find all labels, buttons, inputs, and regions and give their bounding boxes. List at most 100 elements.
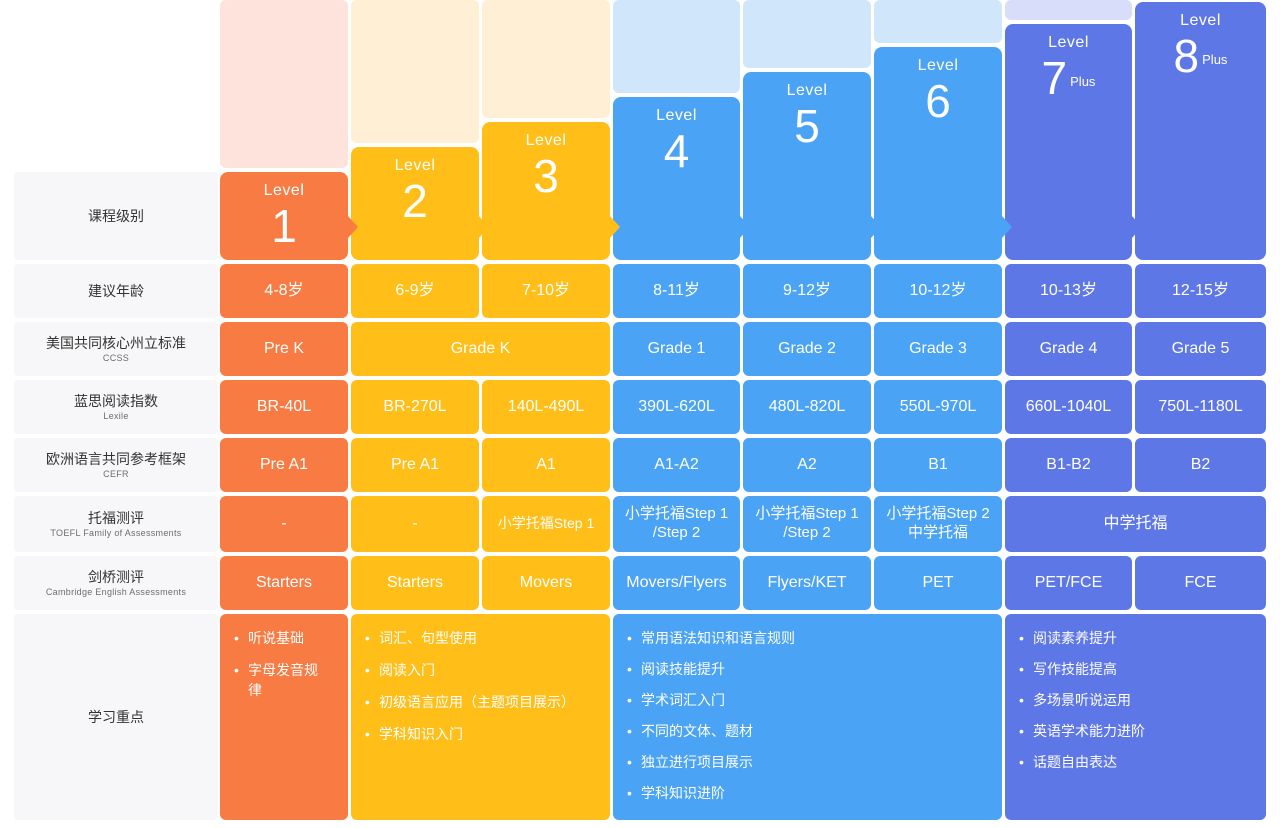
- cefr-cell: B1-B2: [1005, 438, 1132, 492]
- focus-list: 常用语法知识和语言规则 阅读技能提升 学术词汇入门 不同的文体、题材 独立进行项…: [627, 628, 1002, 803]
- level-block-3: Level 3: [482, 122, 610, 260]
- row-label-level-zh: 课程级别: [88, 207, 144, 224]
- focus-panel-blue: 常用语法知识和语言规则 阅读技能提升 学术词汇入门 不同的文体、题材 独立进行项…: [613, 614, 1002, 820]
- cefr-cell: B1: [874, 438, 1002, 492]
- focus-list: 阅读素养提升 写作技能提高 多场景听说运用 英语学术能力进阶 话题自由表达: [1019, 628, 1266, 772]
- toefl-cell-line1: -: [281, 515, 287, 532]
- row-label-cefr: 欧洲语言共同参考框架 CEFR: [14, 438, 218, 492]
- level-arrow-1: [348, 216, 358, 238]
- row-label-cefr-en: CEFR: [103, 469, 129, 480]
- focus-item: 不同的文体、题材: [627, 721, 1002, 741]
- column-tint-7: [1005, 0, 1132, 20]
- cefr-cell: A2: [743, 438, 871, 492]
- toefl-cell-line1: 小学托福Step 1: [755, 505, 859, 523]
- ccss-cell: Grade 4: [1005, 322, 1132, 376]
- ccss-cell: Grade 5: [1135, 322, 1266, 376]
- toefl-cell-line1: 小学托福Step 2: [886, 505, 990, 523]
- cambridge-cell: FCE: [1135, 556, 1266, 610]
- level-block-7: Level 7 Plus: [1005, 24, 1132, 260]
- toefl-cell-line1: 小学托福Step 1: [624, 505, 729, 523]
- level-word: Level: [917, 57, 959, 74]
- ccss-cell: Grade K: [351, 322, 610, 376]
- cefr-cell: Pre A1: [351, 438, 479, 492]
- column-tint-4: [613, 0, 740, 93]
- row-label-cefr-zh: 欧洲语言共同参考框架: [46, 450, 186, 467]
- focus-panel-orange: 听说基础 字母发音规律: [220, 614, 348, 820]
- toefl-cell-line2: /Step 2: [783, 524, 831, 541]
- level-number: 4: [663, 125, 690, 177]
- toefl-cell-line2: /Step 2: [652, 524, 701, 541]
- toefl-cell: -: [351, 496, 479, 552]
- age-cell: 7-10岁: [482, 264, 610, 318]
- level-word: Level: [786, 82, 828, 99]
- column-tint-6: [874, 0, 1002, 43]
- focus-item: 词汇、句型使用: [365, 628, 610, 648]
- level-arrow-6: [1002, 216, 1012, 238]
- toefl-cell-line2: 中学托福: [907, 524, 968, 541]
- lexile-cell: 390L-620L: [613, 380, 740, 434]
- cambridge-cell: PET: [874, 556, 1002, 610]
- column-tint-2: [351, 0, 479, 143]
- level-word: Level: [1048, 34, 1089, 51]
- age-cell: 9-12岁: [743, 264, 871, 318]
- cambridge-cell: Starters: [351, 556, 479, 610]
- level-arrow-5: [871, 216, 881, 238]
- focus-item: 初级语言应用（主题项目展示）: [365, 692, 610, 712]
- focus-item: 独立进行项目展示: [627, 752, 1002, 772]
- ccss-cell: Grade 1: [613, 322, 740, 376]
- level-arrow-2: [479, 216, 489, 238]
- ccss-cell: Pre K: [220, 322, 348, 376]
- age-cell: 10-13岁: [1005, 264, 1132, 318]
- level-block-6: Level 6: [874, 47, 1002, 260]
- level-block-5: Level 5: [743, 72, 871, 260]
- age-cell: 6-9岁: [351, 264, 479, 318]
- focus-item: 听说基础: [234, 628, 348, 648]
- lexile-cell: BR-270L: [351, 380, 479, 434]
- cefr-cell: A1-A2: [613, 438, 740, 492]
- level-number: 5: [794, 100, 820, 152]
- level-number: 1: [271, 200, 297, 252]
- ccss-cell: Grade 2: [743, 322, 871, 376]
- focus-item: 写作技能提高: [1019, 659, 1266, 679]
- toefl-cell: 小学托福Step 2 中学托福: [874, 496, 1002, 552]
- row-label-age: 建议年龄: [14, 264, 218, 318]
- level-plus: Plus: [1070, 73, 1096, 89]
- toefl-cell: 小学托福Step 1 /Step 2: [613, 496, 740, 552]
- row-label-toefl-zh: 托福测评: [88, 509, 144, 526]
- cambridge-cell: Movers: [482, 556, 610, 610]
- focus-list: 词汇、句型使用 阅读入门 初级语言应用（主题项目展示） 学科知识入门: [365, 628, 610, 744]
- level-number-digit: 8: [1173, 30, 1200, 82]
- focus-item: 阅读素养提升: [1019, 628, 1266, 648]
- cefr-cell: B2: [1135, 438, 1266, 492]
- level-arrow-7: [1132, 216, 1142, 238]
- toefl-cell-line1: 中学托福: [1103, 515, 1168, 532]
- focus-item: 常用语法知识和语言规则: [627, 628, 1002, 648]
- row-label-lexile-zh: 蓝思阅读指数: [74, 392, 158, 409]
- toefl-cell: 小学托福Step 1 /Step 2: [743, 496, 871, 552]
- age-cell: 8-11岁: [613, 264, 740, 318]
- cambridge-cell: Movers/Flyers: [613, 556, 740, 610]
- toefl-cell: 小学托福Step 1: [482, 496, 610, 552]
- toefl-cell-line1: -: [412, 515, 418, 532]
- cambridge-cell: Flyers/KET: [743, 556, 871, 610]
- lexile-cell: 750L-1180L: [1135, 380, 1266, 434]
- level-number: 3: [533, 150, 559, 202]
- column-tint-1: [220, 0, 348, 168]
- focus-item: 学科知识进阶: [627, 783, 1002, 803]
- focus-item: 多场景听说运用: [1019, 690, 1266, 710]
- focus-item: 英语学术能力进阶: [1019, 721, 1266, 741]
- lexile-cell: 660L-1040L: [1005, 380, 1132, 434]
- age-cell: 10-12岁: [874, 264, 1002, 318]
- focus-item: 阅读技能提升: [627, 659, 1002, 679]
- row-label-ccss: 美国共同核心州立标准 CCSS: [14, 322, 218, 376]
- level-block-2: Level 2: [351, 147, 479, 260]
- level-word: Level: [656, 107, 697, 124]
- lexile-cell: 480L-820L: [743, 380, 871, 434]
- level-number-digit: 7: [1041, 52, 1068, 104]
- cefr-cell: Pre A1: [220, 438, 348, 492]
- focus-panel-indigo: 阅读素养提升 写作技能提高 多场景听说运用 英语学术能力进阶 话题自由表达: [1005, 614, 1266, 820]
- row-label-toefl-en: TOEFL Family of Assessments: [50, 528, 182, 539]
- row-label-cambridge: 剑桥测评 Cambridge English Assessments: [14, 556, 218, 610]
- level-word: Level: [1180, 12, 1221, 29]
